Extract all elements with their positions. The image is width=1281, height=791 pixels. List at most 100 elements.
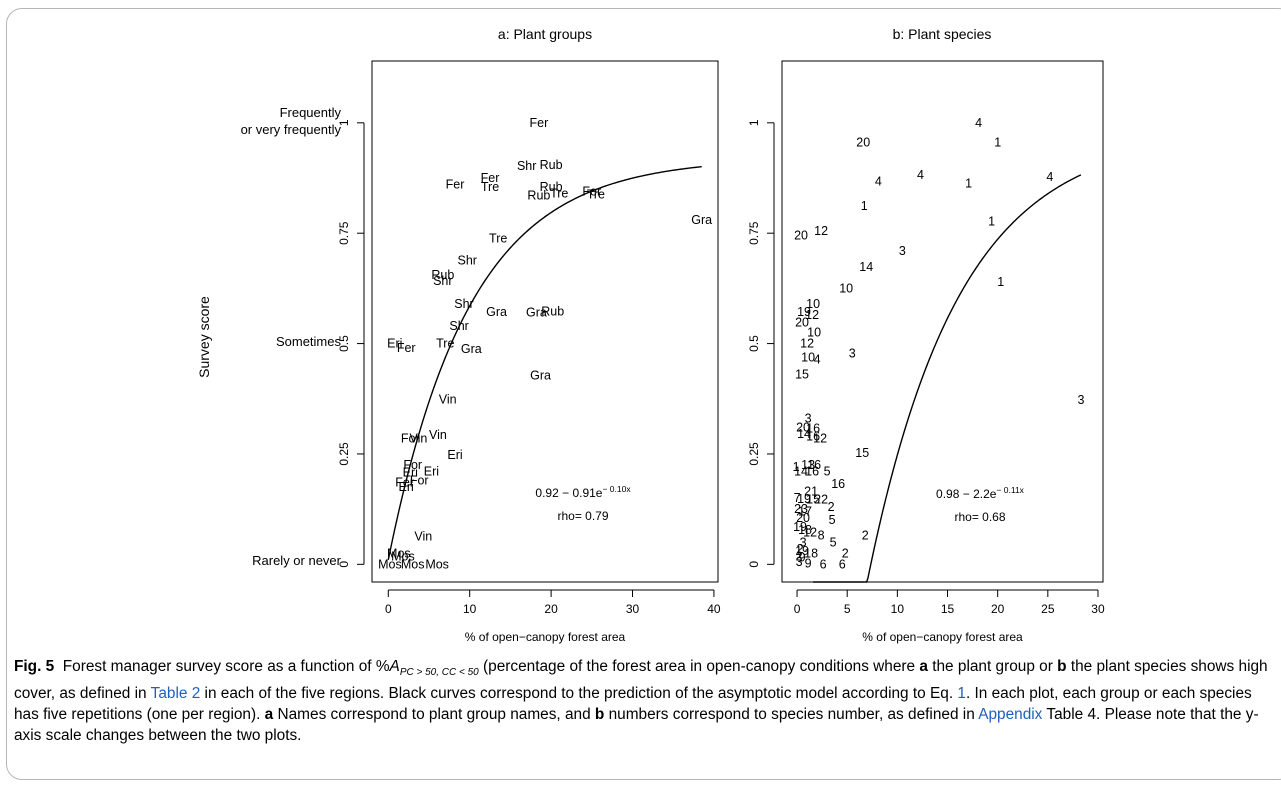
caption-link-appendix[interactable]: Appendix — [978, 706, 1043, 724]
data-point: 20 — [794, 228, 808, 242]
data-point: Mos — [401, 557, 425, 571]
data-point: Gra — [691, 213, 712, 227]
data-point: 15 — [806, 492, 820, 506]
data-point: Mos — [387, 546, 411, 560]
data-point: 4 — [917, 168, 924, 182]
caption-text-3: the plant group or — [927, 658, 1058, 675]
x-tick-label: 5 — [844, 602, 851, 616]
data-point: Fer — [446, 178, 465, 192]
data-point: 3 — [899, 244, 906, 258]
data-point: Rub — [540, 158, 563, 172]
data-point: Gra — [526, 306, 547, 320]
data-point: Shr — [458, 254, 477, 268]
caption-text-9: Table 4. Please note that the y-axis sca… — [14, 706, 1259, 745]
model-equation-exponent: − 0.10x — [602, 484, 631, 494]
data-point: Rub — [527, 189, 550, 203]
model-equation-exponent: − 0.11x — [996, 485, 1024, 495]
rho-value: rho= 0.79 — [557, 509, 608, 523]
panel-plant-groups: a: Plant groups % of open−canopy forest a… — [196, 26, 721, 644]
y-tick-label: 0.5 — [337, 335, 351, 352]
caption-text-2: (percentage of the forest area in open-c… — [478, 658, 920, 675]
y-tick-label: 0 — [747, 561, 761, 568]
caption-link-eq1[interactable]: 1 — [957, 685, 966, 703]
data-point: 12 — [813, 432, 827, 446]
data-point: 3 — [796, 555, 803, 569]
data-point: 18 — [804, 547, 818, 561]
data-point: 14 — [859, 260, 873, 274]
data-point: Eri — [447, 448, 462, 462]
data-point: For — [410, 473, 429, 487]
data-point: 12 — [803, 526, 817, 540]
data-point: Tre — [436, 337, 454, 351]
x-tick-label: 20 — [991, 602, 1005, 616]
caption-text-7: Names correspond to plant group names, a… — [273, 706, 595, 724]
data-point: Fer — [397, 341, 416, 355]
data-point: 10 — [801, 351, 815, 365]
data-point: 5 — [824, 465, 831, 479]
data-point: 14 — [794, 465, 808, 479]
data-point: Shr — [517, 159, 536, 173]
model-equation-base: 0.98 − 2.2e — [936, 487, 997, 501]
data-point: Shr — [449, 319, 468, 333]
data-point: 22 — [814, 492, 828, 506]
model-equation: 0.98 − 2.2e− 0.11x — [936, 485, 1025, 501]
chart-title: b: Plant species — [893, 26, 992, 42]
data-point: 1 — [793, 460, 800, 474]
y-tick-label: 1 — [337, 119, 351, 126]
data-point: 3 — [800, 535, 807, 549]
caption-symbol-a: A — [389, 658, 400, 675]
data-point: 1 — [965, 177, 972, 191]
y-tick-label: 0.75 — [747, 221, 761, 245]
data-point: Mos — [425, 557, 449, 571]
data-point: Fer — [530, 116, 549, 130]
y-tick-label: 1 — [747, 119, 761, 126]
y-category-frequently-line2: or very frequently — [241, 122, 342, 137]
data-point: 4 — [814, 352, 821, 366]
data-point: 4 — [975, 116, 982, 130]
data-point: 19 — [795, 544, 809, 558]
data-point: Eri — [424, 465, 439, 479]
data-point: 12 — [814, 224, 828, 238]
data-point: Fer — [582, 184, 601, 198]
data-point: Eri — [403, 466, 418, 480]
x-axis-label: % of open−canopy forest area — [862, 630, 1023, 644]
x-tick-label: 20 — [544, 602, 558, 616]
data-point: 3 — [1077, 393, 1084, 407]
data-point: 3 — [805, 412, 812, 426]
data-point: 10 — [807, 326, 821, 340]
data-point: 2 — [842, 546, 849, 560]
x-tick-label: 25 — [1041, 602, 1055, 616]
caption-link-table2[interactable]: Table 2 — [150, 685, 201, 703]
x-tick-label: 0 — [794, 602, 801, 616]
data-point: 12 — [805, 308, 819, 322]
x-tick-label: 30 — [626, 602, 640, 616]
data-point: 2 — [828, 500, 835, 514]
chart-title: a: Plant groups — [498, 26, 592, 42]
x-tick-label: 30 — [1091, 602, 1105, 616]
data-point: 2 — [797, 542, 804, 556]
caption-panel-a: a — [919, 658, 928, 675]
data-point: 1 — [997, 275, 1004, 289]
data-point: Tre — [587, 187, 605, 201]
data-point: 1 — [861, 199, 868, 213]
x-tick-label: 15 — [941, 602, 955, 616]
data-point: 1 — [994, 136, 1001, 150]
data-point: 7 — [794, 491, 801, 505]
data-point: 8 — [818, 529, 825, 543]
data-point: 23 — [794, 502, 808, 516]
data-point: 13 — [801, 458, 815, 472]
caption-text-5: in each of the five regions. Black curve… — [200, 685, 958, 703]
x-tick-label: 10 — [463, 602, 477, 616]
data-point: 21 — [804, 484, 818, 498]
data-point: Rub — [431, 268, 454, 282]
fit-curve — [387, 165, 702, 561]
caption-panel-b: b — [1057, 658, 1067, 675]
x-axis-label: % of open−canopy forest area — [465, 630, 626, 644]
data-point: Mos — [378, 557, 402, 571]
data-point: 19 — [793, 520, 807, 534]
data-point: Shr — [433, 274, 452, 288]
y-category-frequently-line1: Frequently — [280, 105, 342, 120]
data-point: 1 — [988, 214, 995, 228]
fit-curve — [813, 174, 1082, 583]
data-point: 19 — [797, 492, 811, 506]
